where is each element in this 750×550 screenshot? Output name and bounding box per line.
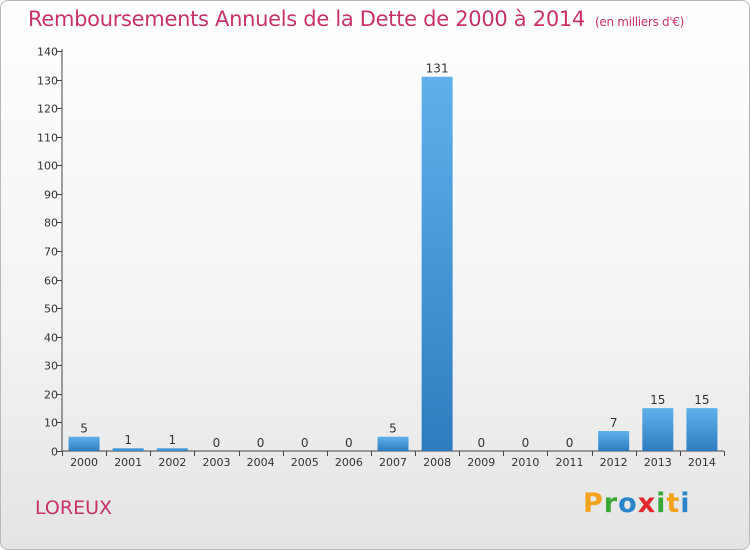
- y-tick-label: 130: [37, 75, 58, 88]
- bar-2002: [156, 448, 188, 451]
- chart-title-text: Remboursements Annuels de la Dette de 20…: [28, 7, 585, 31]
- x-tick-label: 2010: [511, 456, 539, 469]
- chart-labels: 5 1 1 0 0 0 0 5 131 0 0 0 7 15 15: [80, 62, 709, 450]
- chart-bars: [68, 76, 718, 451]
- y-tick-label: 90: [44, 189, 58, 202]
- bar-2008: [421, 76, 453, 451]
- data-label-2000: 5: [80, 422, 88, 436]
- proxiti-logo: Proxiti: [583, 488, 691, 519]
- x-tick-label: 2011: [556, 456, 584, 469]
- y-tick-label: 60: [44, 275, 58, 288]
- x-tick-label: 2000: [70, 456, 98, 469]
- data-label-2008: 131: [426, 62, 449, 76]
- x-tick-label: 2003: [202, 456, 230, 469]
- x-tick-label: 2013: [644, 456, 672, 469]
- bar-2012: [598, 431, 630, 451]
- data-label-2002: 1: [169, 433, 177, 447]
- bar-2014: [686, 408, 718, 451]
- data-label-2004: 0: [257, 436, 265, 450]
- y-tick-label: 100: [37, 160, 58, 173]
- y-tick-label: 80: [44, 217, 58, 230]
- y-tick-label: 110: [37, 132, 58, 145]
- bar-2000: [68, 436, 100, 451]
- data-label-2006: 0: [345, 436, 353, 450]
- data-label-2007: 5: [389, 422, 397, 436]
- x-tick-label: 2012: [600, 456, 628, 469]
- y-tick-label: 70: [44, 246, 58, 259]
- y-tick-label: 40: [44, 332, 58, 345]
- data-label-2001: 1: [124, 433, 132, 447]
- x-tick-label: 2006: [335, 456, 363, 469]
- y-tick-label: 120: [37, 103, 58, 116]
- y-tick-label: 50: [44, 303, 58, 316]
- data-label-2014: 15: [694, 393, 709, 407]
- x-tick-label: 2007: [379, 456, 407, 469]
- data-label-2005: 0: [301, 436, 309, 450]
- x-tick-label: 2009: [467, 456, 495, 469]
- y-tick-label: 0: [51, 446, 58, 459]
- data-label-2009: 0: [477, 436, 485, 450]
- logo-letter: x: [637, 488, 657, 519]
- bar-2001: [112, 448, 144, 451]
- commune-name: LOREUX: [35, 497, 112, 519]
- x-tick-label: 2002: [158, 456, 186, 469]
- logo-letter: P: [583, 488, 604, 519]
- data-label-2013: 15: [650, 393, 665, 407]
- data-label-2012: 7: [610, 416, 618, 430]
- y-tick-label: 10: [44, 417, 58, 430]
- x-tick-label: 2001: [114, 456, 142, 469]
- y-tick-label: 20: [44, 389, 58, 402]
- data-label-2003: 0: [213, 436, 221, 450]
- y-tick-label: 140: [37, 46, 58, 59]
- x-tick-label: 2005: [291, 456, 319, 469]
- x-tick-label: 2008: [423, 456, 451, 469]
- logo-letter: o: [618, 488, 638, 519]
- logo-letter: i: [656, 488, 667, 519]
- bar-2013: [642, 408, 674, 451]
- y-tick-label: 30: [44, 360, 58, 373]
- logo-letter: t: [666, 488, 681, 519]
- data-label-2010: 0: [522, 436, 530, 450]
- data-label-2011: 0: [566, 436, 574, 450]
- logo-letter: r: [603, 488, 619, 519]
- x-tick-label: 2004: [247, 456, 275, 469]
- logo-letter: i: [680, 488, 691, 519]
- x-tick-label: 2014: [688, 456, 716, 469]
- bar-2007: [377, 436, 409, 451]
- chart-unit-label: (en milliers d'€): [595, 15, 685, 29]
- chart-title: Remboursements Annuels de la Dette de 20…: [28, 7, 684, 31]
